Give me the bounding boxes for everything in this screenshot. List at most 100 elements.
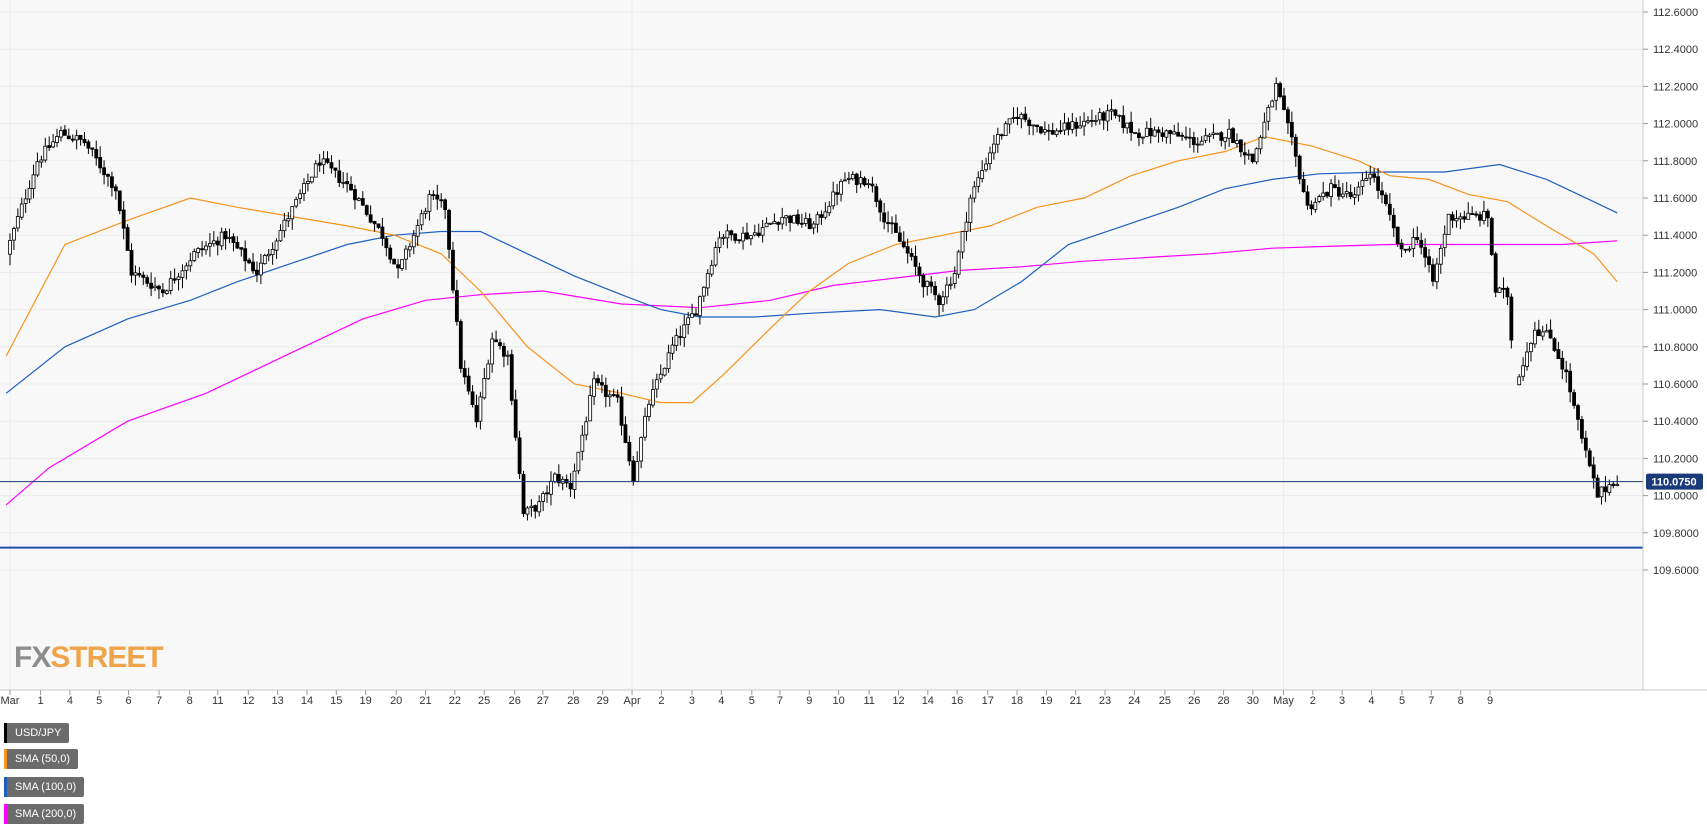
candle-body-down xyxy=(929,281,934,287)
candle-body-up xyxy=(572,470,577,490)
candle xyxy=(505,350,510,366)
candle-body-up xyxy=(1140,136,1145,139)
candle-body-down xyxy=(513,399,518,438)
candle xyxy=(31,164,36,199)
candle xyxy=(1325,191,1330,199)
candle xyxy=(1419,232,1424,255)
candle xyxy=(1352,187,1357,205)
candle-body-down xyxy=(882,212,887,223)
y-tick-label: 110.6000 xyxy=(1653,379,1698,391)
candle xyxy=(435,184,440,210)
candle-body-up xyxy=(995,133,1000,145)
candle xyxy=(1309,200,1314,216)
candle xyxy=(980,160,985,183)
candle xyxy=(388,244,393,264)
candle xyxy=(1607,479,1612,496)
candle-body-down xyxy=(1250,153,1255,162)
candle xyxy=(1336,179,1341,201)
legend-item-usdjpy[interactable]: USD/JPY xyxy=(4,723,70,743)
candle xyxy=(1125,122,1130,134)
candle-body-down xyxy=(1462,216,1467,220)
candle xyxy=(333,167,338,178)
candle-body-down xyxy=(733,233,738,241)
candle xyxy=(1164,129,1169,144)
candle xyxy=(294,196,299,209)
candle xyxy=(82,131,87,147)
candle xyxy=(745,222,749,241)
candle xyxy=(1532,321,1537,348)
legend-item-sma200[interactable]: SMA (200,0) xyxy=(4,804,85,824)
candle-body-up xyxy=(670,344,675,354)
candle-body-up xyxy=(768,222,773,225)
candle-body-up xyxy=(1207,134,1212,137)
candle xyxy=(1235,133,1239,148)
candle-body-down xyxy=(498,342,502,347)
candle-body-up xyxy=(153,285,157,289)
candle xyxy=(992,134,996,160)
candle xyxy=(309,176,314,184)
candle-body-up xyxy=(55,136,59,143)
candle-body-up xyxy=(580,434,585,452)
candle xyxy=(1231,127,1235,144)
candle-body-up xyxy=(298,193,302,199)
legend-label-usdjpy: USD/JPY xyxy=(15,727,62,739)
candle-body-down xyxy=(627,441,632,462)
candle-body-down xyxy=(1160,132,1165,137)
candle-body-down xyxy=(1066,122,1071,130)
candle-body-down xyxy=(1595,477,1600,498)
candle xyxy=(1266,104,1271,131)
candle-body-down xyxy=(47,145,52,148)
candle-body-down xyxy=(447,210,451,250)
candle xyxy=(925,280,930,296)
legend-item-sma100[interactable]: SMA (100,0) xyxy=(4,777,85,797)
candle-body-down xyxy=(215,240,220,246)
candle xyxy=(1521,357,1526,381)
candle-body-up xyxy=(1031,124,1036,127)
candle xyxy=(705,269,710,296)
candle xyxy=(1207,132,1212,143)
candle xyxy=(1070,112,1075,134)
candle xyxy=(1144,121,1149,137)
candle xyxy=(513,389,518,441)
candle-body-up xyxy=(192,251,197,261)
candle xyxy=(1529,342,1533,362)
candle-body-up xyxy=(1042,129,1047,133)
candle-body-down xyxy=(897,232,902,242)
candle xyxy=(1313,197,1318,213)
candle-body-down xyxy=(200,248,204,251)
candle xyxy=(988,146,992,170)
candle xyxy=(1399,239,1404,258)
candle xyxy=(290,206,295,230)
candle-body-up xyxy=(266,253,271,257)
candle xyxy=(1015,107,1020,126)
candle xyxy=(1254,147,1259,165)
price-badge-bg xyxy=(1646,473,1703,490)
candle-body-up xyxy=(427,194,432,212)
candle-body-up xyxy=(1411,237,1416,249)
candle xyxy=(15,208,20,232)
candle-body-down xyxy=(129,250,134,276)
candle-body-up xyxy=(27,187,32,200)
candle-body-down xyxy=(1305,191,1310,206)
candle-body-up xyxy=(815,214,820,225)
candle-body-up xyxy=(941,296,945,305)
candle xyxy=(235,236,240,250)
candle xyxy=(153,277,157,292)
candle xyxy=(298,189,302,204)
candle-body-down xyxy=(862,177,867,186)
legend-item-sma50[interactable]: SMA (50,0) xyxy=(4,749,79,769)
candle-body-up xyxy=(313,163,318,178)
candle-body-up xyxy=(1356,186,1361,196)
candle xyxy=(1321,181,1326,201)
candle xyxy=(627,435,632,466)
candle xyxy=(1544,324,1549,333)
candle xyxy=(615,389,620,403)
candle xyxy=(913,245,918,276)
candle-body-up xyxy=(984,163,988,171)
candle-body-up xyxy=(1133,132,1137,134)
candle-body-down xyxy=(1470,213,1475,215)
candle-body-up xyxy=(925,280,930,287)
candle-body-down xyxy=(729,230,734,236)
candle-body-up xyxy=(23,198,28,204)
candle-body-down xyxy=(1376,176,1380,191)
